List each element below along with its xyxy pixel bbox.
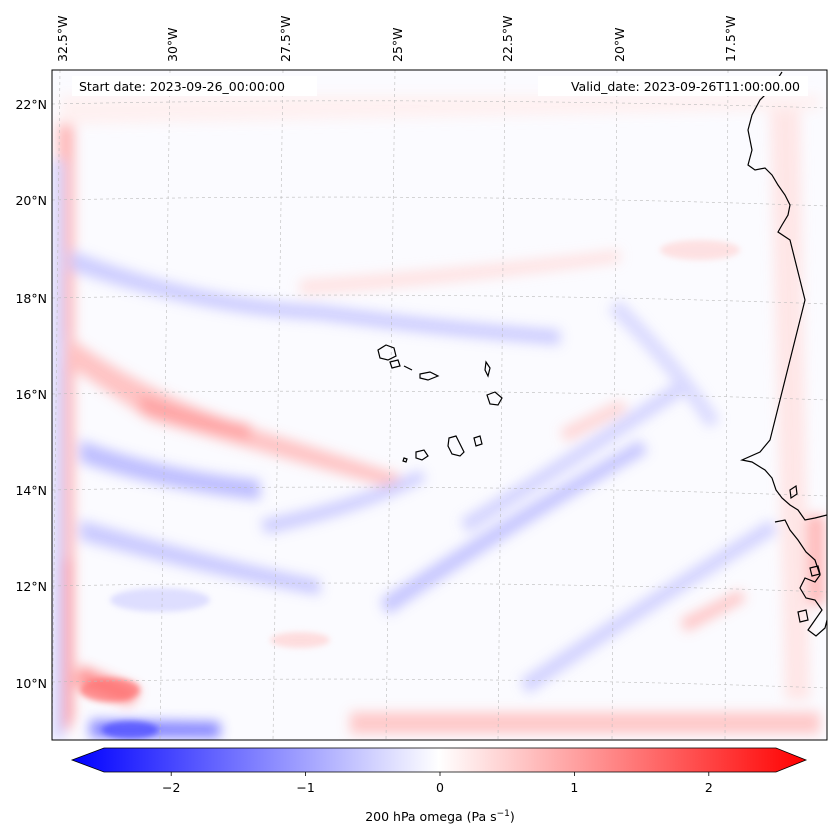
lon-label-30w: 30°W	[165, 27, 180, 62]
colorbar-tick-label-pos-2: 2	[705, 780, 713, 795]
map-frame	[51, 69, 828, 741]
lat-label-14n: 14°N	[15, 483, 47, 498]
colorbar: −2 −1 0 1 2 200 hPa omega (Pa s−1)	[70, 747, 808, 824]
lon-label-20w: 20°W	[612, 27, 627, 62]
colorbar-tick-label-pos-1: 1	[570, 780, 578, 795]
lon-label-32-5w: 32.5°W	[55, 16, 70, 62]
graticule	[52, 70, 827, 740]
lon-label-27-5w: 27.5°W	[278, 16, 293, 62]
colorbar-label-text: 200 hPa omega (Pa s	[365, 809, 496, 824]
lon-label-25w: 25°W	[390, 27, 405, 62]
lat-label-18n: 18°N	[15, 291, 47, 306]
start-date-box	[72, 76, 317, 96]
lon-label-17-5w: 17.5°W	[723, 16, 738, 62]
colorbar-tick-label-neg-2: −2	[162, 780, 180, 795]
latitude-labels: 22°N 20°N 18°N 16°N 14°N 12°N 10°N	[15, 97, 47, 691]
colorbar-tick-label-neg-1: −1	[296, 780, 314, 795]
colorbar-label: 200 hPa omega (Pa s−1)	[365, 809, 515, 824]
colorbar-body	[70, 747, 808, 773]
lon-label-22-5w: 22.5°W	[500, 16, 515, 62]
valid-date-label: Valid_date: 2023-09-26T11:00:00.00	[571, 79, 800, 94]
colorbar-tick-label-zero: 0	[436, 780, 444, 795]
lat-label-20n: 20°N	[15, 193, 47, 208]
omega-field: Start date: 2023-09-26_00:00:00 Valid_da…	[52, 70, 827, 740]
lat-label-10n: 10°N	[15, 676, 47, 691]
colorbar-label-superscript: −1	[497, 809, 510, 819]
coastline	[377, 71, 827, 637]
valid-date-box	[538, 76, 808, 96]
start-date-label: Start date: 2023-09-26_00:00:00	[79, 79, 285, 94]
lat-label-16n: 16°N	[15, 387, 47, 402]
colorbar-ticks: −2 −1 0 1 2	[162, 772, 713, 795]
colorbar-label-close: )	[510, 809, 515, 824]
lat-label-12n: 12°N	[15, 579, 47, 594]
lat-label-22n: 22°N	[15, 97, 47, 112]
longitude-labels: 32.5°W 30°W 27.5°W 25°W 22.5°W 20°W 17.5…	[55, 16, 738, 62]
